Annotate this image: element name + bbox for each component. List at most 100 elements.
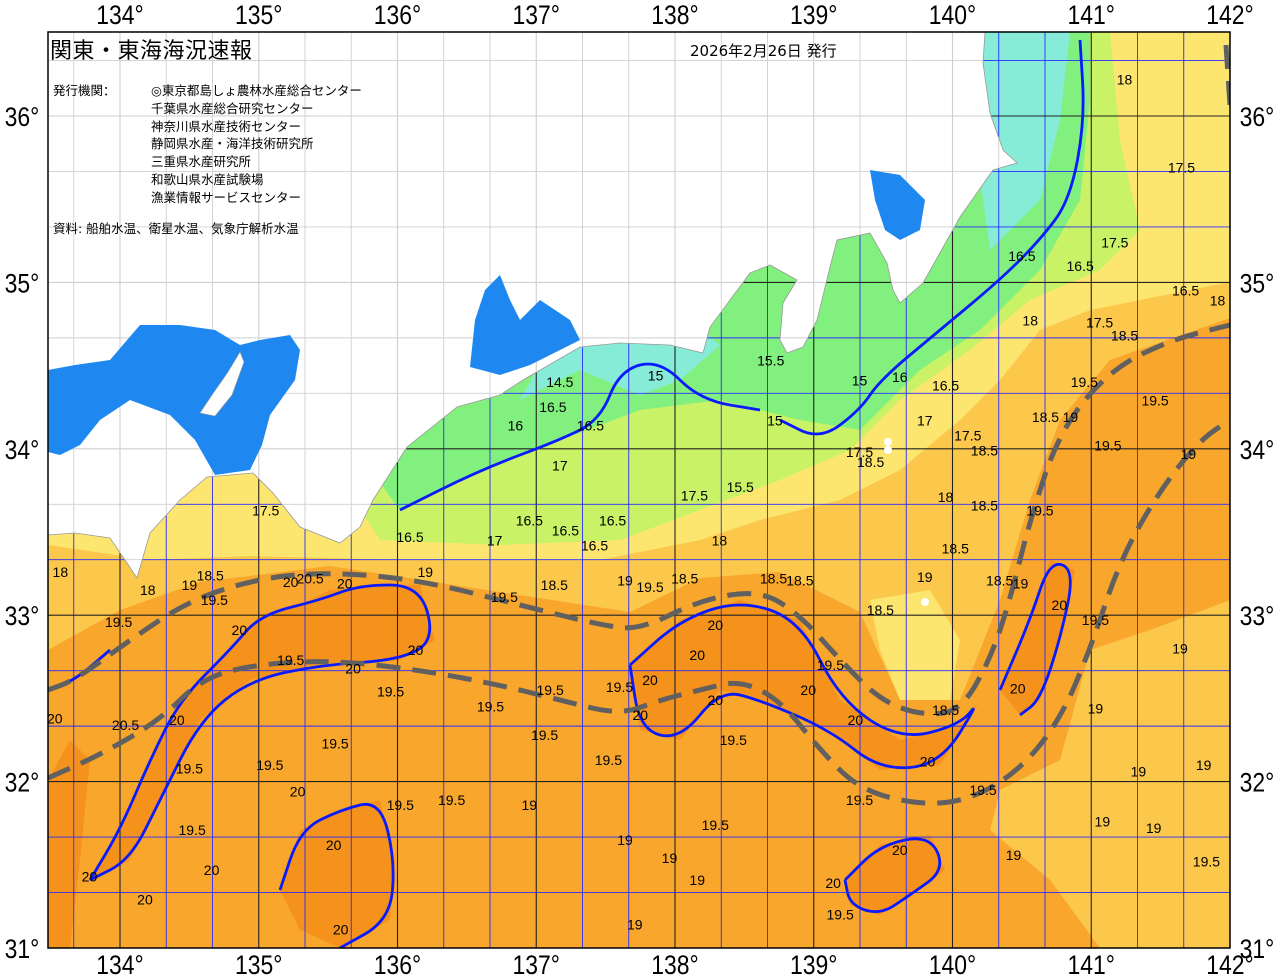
awaji-island [199,351,245,417]
contour-label: 19 [1196,757,1212,773]
contour-label: 19 [1095,814,1111,830]
contour-label: 20 [1010,680,1026,696]
contour-label: 19.5 [387,797,414,813]
contour-label: 19.5 [720,732,747,748]
contour-label: 20 [920,754,936,770]
contour-label: 19.5 [606,679,633,695]
contour-label: 19.5 [277,652,304,668]
contour-label: 19.5 [491,589,518,605]
latitude-label: 33° [5,601,40,631]
contour-label: 20 [169,712,185,728]
contour-label: 19.5 [1026,502,1053,518]
contour-label: 19 [417,564,433,580]
longitude-label: 141° [1068,0,1115,30]
contour-line [278,802,395,948]
contour-label: 20 [204,862,220,878]
longitude-label: 135° [235,950,282,980]
contour-label: 19 [1013,576,1029,592]
contour-line [628,603,975,770]
contour-label: 16 [892,369,908,385]
inner-bay [470,275,580,375]
agency: 千葉県水産総合研究センター [151,100,314,116]
longitude-label: 137° [513,950,560,980]
contour-label: 19.5 [1082,612,1109,628]
contour-label: 19.5 [1071,374,1098,390]
latitude-label: 33° [1240,601,1275,631]
contour-label: 19.5 [969,782,996,798]
contour-label: 16.5 [516,512,543,528]
longitude-label: 137° [513,0,560,30]
contour-line [779,39,1085,436]
contour-line [88,583,432,882]
contour-label: 17 [917,413,933,429]
contour-label: 18.5 [1111,328,1138,344]
contour-label: 20 [408,642,424,658]
contour-label: 17 [552,457,568,473]
contour-label: 20 [892,842,908,858]
agency: 静岡県水産・海洋技術研究所 [151,136,314,152]
agency: 三重県水産研究所 [151,154,252,170]
contour-label: 18 [1117,71,1133,87]
contour-label: 19.5 [531,727,558,743]
inner-bay [870,170,925,240]
contour-label: 15 [852,373,868,389]
agency: 神奈川県水産技術センター [151,118,302,134]
zone-15-north [960,32,1070,250]
contour-label: 18.5 [760,571,787,587]
contour-label: 18.5 [971,442,998,458]
contour-label: 20.5 [296,571,323,587]
contour-label: 16.5 [599,512,626,528]
contour-label: 19.5 [595,752,622,768]
contour-label: 14.5 [546,374,573,390]
contour-label: 17.5 [1086,314,1113,330]
contour-label: 18 [53,564,69,580]
agency: ◎東京都島しょ農林水産総合センター [151,83,362,98]
latitude-label: 35° [5,269,40,299]
contour-label: 17.5 [681,487,708,503]
contour-label: 17.5 [252,502,279,518]
contour-label: 19.5 [477,699,504,715]
contour-label: 20 [345,660,361,676]
contour-label: 17.5 [846,444,873,460]
contour-label: 18.5 [197,567,224,583]
contour-label: 19.5 [377,684,404,700]
contour-label: 20 [333,922,349,938]
contour-label: 16.5 [1172,283,1199,299]
contour-label: 15 [767,413,783,429]
island [884,438,892,446]
longitude-label: 142° [1206,950,1253,980]
latitude-label: 31° [5,934,40,964]
contour-label: 19.5 [826,907,853,923]
contour-label: 16.5 [577,418,604,434]
longitude-label: 138° [651,0,698,30]
contour-label: 20 [707,617,723,633]
zone-above-20 [90,585,435,880]
contour-label: 19.5 [1141,393,1168,409]
contour-lines [48,39,1085,948]
contour-label: 19.5 [1193,853,1220,869]
contour-label: 19.5 [636,579,663,595]
contour-label: 18.5 [786,572,813,588]
zone-above-20 [630,600,980,770]
contour-label: 20 [283,574,299,590]
contour-label: 18.5 [971,497,998,513]
contour-label: 20 [290,784,306,800]
data-sources: 資料: 船舶水温、衛星水温、気象庁解析水温 [53,221,299,236]
zone-above-20 [1000,560,1075,715]
agencies-label: 発行機関： [53,83,116,98]
contour-label: 19.5 [438,792,465,808]
contour-label: 16.5 [1067,258,1094,274]
contour-label: 20 [689,647,705,663]
longitude-label: 140° [929,950,976,980]
latitude-label: 36° [1240,102,1275,132]
longitude-label: 134° [96,0,143,30]
contour-label: 18 [1022,313,1038,329]
contour-label: 19 [1063,409,1079,425]
longitude-label: 141° [1068,950,1115,980]
contour-label: 19.5 [201,592,228,608]
kuroshio-axis [48,44,1230,806]
longitude-label: 136° [374,0,421,30]
contour-label: 20 [47,710,63,726]
longitude-label: 142° [1206,0,1253,30]
